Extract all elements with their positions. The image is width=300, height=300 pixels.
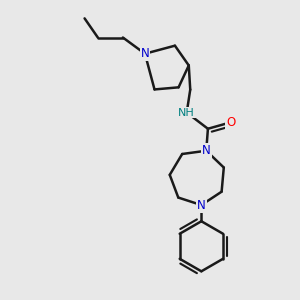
Text: O: O <box>226 116 236 129</box>
Text: NH: NH <box>178 108 195 118</box>
Text: N: N <box>197 199 206 212</box>
Text: N: N <box>202 144 211 157</box>
Text: N: N <box>141 47 149 60</box>
